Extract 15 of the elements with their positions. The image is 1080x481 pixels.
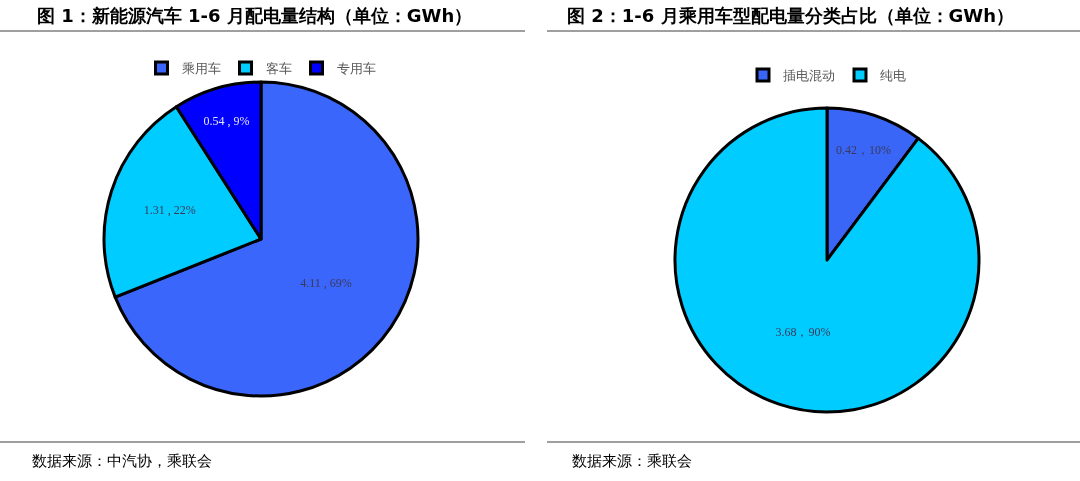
source-note: 数据来源：乘联会 bbox=[572, 453, 692, 469]
legend-label: 客车 bbox=[265, 61, 292, 77]
data-label: 4.11 , 69% bbox=[300, 276, 352, 291]
chart-title: 图 2：1-6 月乘用车型配电量分类占比（单位：GWh） bbox=[567, 5, 1015, 26]
chart-title: 图 1：新能源汽车 1-6 月配电量结构（单位：GWh） bbox=[37, 5, 473, 26]
data-label: 3.68，90% bbox=[775, 325, 831, 340]
legend-label: 乘用车 bbox=[181, 61, 221, 77]
legend-label: 插电混动 bbox=[783, 68, 835, 84]
source-note: 数据来源：中汽协，乘联会 bbox=[32, 453, 212, 469]
data-label: 0.42，10% bbox=[836, 143, 892, 158]
data-label: 1.31 , 22% bbox=[143, 202, 196, 217]
legend-label: 纯电 bbox=[880, 68, 906, 84]
data-label: 0.54 , 9% bbox=[203, 114, 250, 129]
legend-label: 专用车 bbox=[336, 61, 376, 77]
pie-slice bbox=[673, 106, 981, 414]
